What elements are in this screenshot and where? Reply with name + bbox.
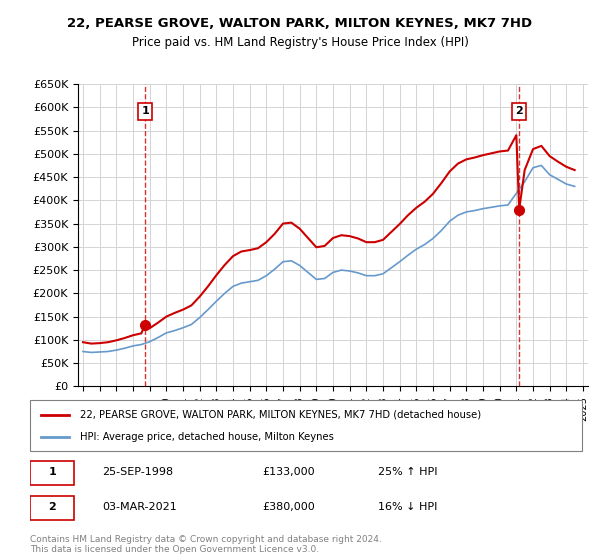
FancyBboxPatch shape [30,461,74,485]
Text: 03-MAR-2021: 03-MAR-2021 [102,502,176,512]
Text: 22, PEARSE GROVE, WALTON PARK, MILTON KEYNES, MK7 7HD (detached house): 22, PEARSE GROVE, WALTON PARK, MILTON KE… [80,409,481,419]
Text: Price paid vs. HM Land Registry's House Price Index (HPI): Price paid vs. HM Land Registry's House … [131,36,469,49]
Text: 22, PEARSE GROVE, WALTON PARK, MILTON KEYNES, MK7 7HD: 22, PEARSE GROVE, WALTON PARK, MILTON KE… [67,17,533,30]
Text: 25-SEP-1998: 25-SEP-1998 [102,467,173,477]
Text: 16% ↓ HPI: 16% ↓ HPI [378,502,437,512]
Text: 1: 1 [141,106,149,116]
Text: HPI: Average price, detached house, Milton Keynes: HPI: Average price, detached house, Milt… [80,432,334,442]
FancyBboxPatch shape [30,496,74,520]
Text: Contains HM Land Registry data © Crown copyright and database right 2024.
This d: Contains HM Land Registry data © Crown c… [30,535,382,554]
Text: £380,000: £380,000 [262,502,314,512]
Text: 2: 2 [48,502,56,512]
FancyBboxPatch shape [30,400,582,451]
Text: 2: 2 [515,106,523,116]
Text: 1: 1 [48,467,56,477]
Text: £133,000: £133,000 [262,467,314,477]
Text: 25% ↑ HPI: 25% ↑ HPI [378,467,437,477]
